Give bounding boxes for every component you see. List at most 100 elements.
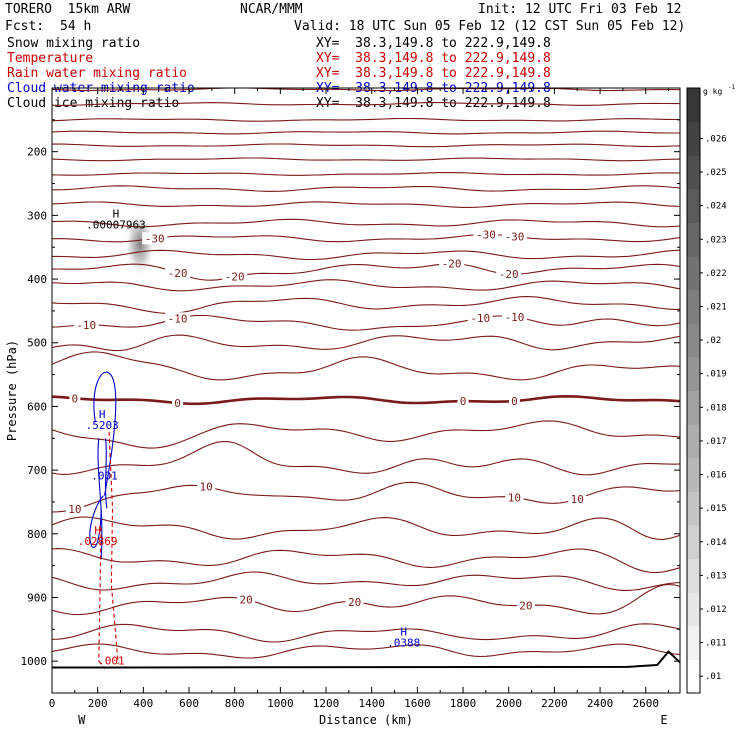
contour-label: -10 bbox=[504, 311, 524, 324]
field-xy-range: XY= 38.3,149.8 to 222.9,149.8 bbox=[316, 66, 551, 81]
contour-label-bg bbox=[473, 228, 499, 241]
colorbar-label: .011 bbox=[705, 639, 727, 649]
temperature-contour bbox=[52, 218, 680, 228]
contour-label-bg bbox=[457, 395, 469, 408]
west-label: W bbox=[78, 713, 86, 727]
contour-label: -20 bbox=[225, 271, 245, 284]
contour-label-bg bbox=[165, 267, 191, 280]
colorbar-step bbox=[687, 289, 700, 324]
x-tick-label: 200 bbox=[88, 697, 108, 710]
x-tick-label: 1800 bbox=[450, 697, 477, 710]
contour-label: 20 bbox=[239, 593, 252, 606]
y-axis-title: Pressure (hPa) bbox=[5, 340, 19, 441]
x-tick-label: 2000 bbox=[495, 697, 522, 710]
extremum-mark: H bbox=[113, 207, 120, 220]
temperature-contour bbox=[52, 516, 680, 540]
contour-label: -30 bbox=[476, 228, 496, 241]
colorbar-step bbox=[687, 188, 700, 223]
east-label: E bbox=[660, 713, 667, 727]
temperature-contour bbox=[52, 296, 680, 314]
forecast-hour: 54 h bbox=[60, 19, 92, 34]
extremum-value: .5203 bbox=[86, 419, 119, 432]
colorbar-step bbox=[687, 88, 700, 123]
contour-label-bg bbox=[69, 392, 81, 405]
snow-shading bbox=[125, 214, 154, 275]
field-xy-range: XY= 38.3,149.8 to 222.9,149.8 bbox=[316, 51, 551, 66]
contour-label-bg bbox=[172, 397, 184, 410]
contour-label-bg bbox=[165, 312, 191, 325]
contour-label: 20 bbox=[519, 599, 532, 612]
temperature-contour bbox=[52, 394, 680, 406]
colorbar-label: .016 bbox=[705, 471, 727, 481]
field-name: Temperature bbox=[7, 51, 94, 66]
x-tick-label: 1000 bbox=[267, 697, 294, 710]
contour-label: 10 bbox=[571, 493, 584, 506]
colorbar-label: .01 bbox=[705, 672, 721, 682]
temperature-contour bbox=[52, 440, 680, 476]
colorbar-label: .012 bbox=[705, 605, 727, 615]
valid-time: Valid: 18 UTC Sun 05 Feb 12 (12 CST Sun … bbox=[294, 19, 686, 34]
colorbar-label: .025 bbox=[705, 168, 727, 178]
y-tick-label: 700 bbox=[27, 464, 47, 477]
x-tick-label: 2200 bbox=[541, 697, 568, 710]
colorbar-step bbox=[687, 222, 700, 257]
colorbar-label: .014 bbox=[705, 538, 727, 548]
colorbar-step bbox=[687, 356, 700, 391]
y-tick-label: 300 bbox=[27, 209, 47, 222]
contour-label: 10 bbox=[508, 491, 521, 504]
extremum-mark: H bbox=[400, 626, 407, 639]
x-tick-label: 1200 bbox=[313, 697, 340, 710]
contour-label: -30 bbox=[145, 232, 165, 245]
contour-label: 0 bbox=[511, 395, 518, 408]
field-name: Snow mixing ratio bbox=[7, 36, 141, 51]
x-tick-label: 2400 bbox=[587, 697, 614, 710]
extremum-value: .02869 bbox=[78, 535, 118, 548]
temperature-contour bbox=[52, 643, 680, 659]
colorbar-frame bbox=[686, 87, 701, 694]
colorbar-label: .022 bbox=[705, 269, 727, 279]
extremum-value: .001 bbox=[98, 654, 125, 667]
contour-label-bg bbox=[501, 230, 527, 243]
y-tick-label: 900 bbox=[27, 591, 47, 604]
contour-label: -30 bbox=[504, 230, 524, 243]
temperature-contour bbox=[52, 263, 680, 281]
x-axis-title: Distance (km) bbox=[319, 713, 413, 727]
colorbar-unit: g kg bbox=[703, 87, 722, 96]
colorbar-step bbox=[687, 323, 700, 358]
model-title: TORERO 15km ARW bbox=[5, 2, 131, 17]
terrain-line bbox=[51, 650, 681, 669]
x-tick-label: 400 bbox=[133, 697, 153, 710]
contour-label-bg bbox=[501, 310, 527, 323]
temperature-contour bbox=[52, 351, 680, 381]
colorbar-step bbox=[687, 155, 700, 190]
contour-label-bg bbox=[345, 595, 364, 608]
y-tick-label: 600 bbox=[27, 400, 47, 413]
y-tick-label: 500 bbox=[27, 337, 47, 350]
contour-label: 0 bbox=[72, 392, 79, 405]
init-time: Init: 12 UTC Fri 03 Feb 12 bbox=[478, 2, 682, 17]
extremum-mark: H bbox=[99, 408, 106, 421]
contour-label-bg bbox=[142, 232, 168, 245]
contour-label: 10 bbox=[68, 503, 81, 516]
temperature-contour bbox=[52, 420, 680, 449]
extremum-mark: H bbox=[94, 524, 101, 537]
cloud-water-contour bbox=[104, 438, 108, 509]
contour-label-bg bbox=[568, 492, 587, 505]
forecast-label: Fcst: bbox=[5, 19, 45, 34]
colorbar-label: .024 bbox=[705, 202, 727, 212]
y-tick-label: 800 bbox=[27, 528, 47, 541]
temperature-contour bbox=[52, 172, 680, 176]
colorbar-label: .018 bbox=[705, 403, 727, 413]
temperature-contour bbox=[52, 143, 680, 148]
contour-label: 10 bbox=[200, 481, 213, 494]
field-xy-range: XY= 38.3,149.8 to 222.9,149.8 bbox=[316, 36, 551, 51]
contour-label: -20 bbox=[499, 268, 519, 281]
field-name: Cloud water mixing ratio bbox=[7, 81, 195, 96]
temperature-contour bbox=[52, 279, 680, 292]
contour-label: -20 bbox=[168, 267, 188, 280]
field-name: Rain water mixing ratio bbox=[7, 66, 188, 81]
plot-frame bbox=[51, 87, 681, 694]
y-tick-label: 400 bbox=[27, 273, 47, 286]
colorbar-step bbox=[687, 524, 700, 560]
